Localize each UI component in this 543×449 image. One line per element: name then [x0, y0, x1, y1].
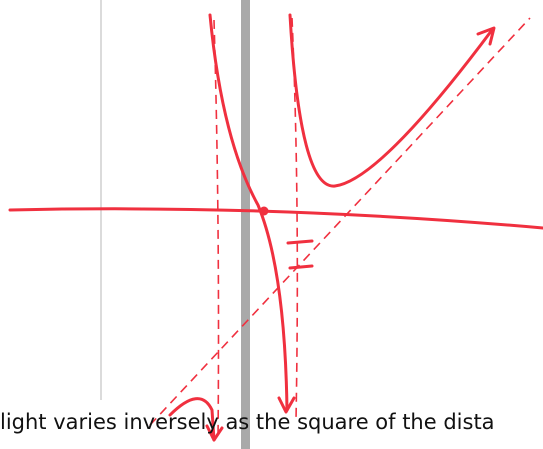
caption-text: light varies inversely as the square of …: [0, 410, 495, 434]
sketch: light varies inversely as the square of …: [0, 0, 543, 449]
intercept-point: [260, 207, 269, 216]
page-fold: [241, 0, 250, 449]
page: light varies inversely as the square of …: [0, 0, 543, 449]
tick: [288, 241, 312, 243]
tick: [290, 266, 312, 268]
